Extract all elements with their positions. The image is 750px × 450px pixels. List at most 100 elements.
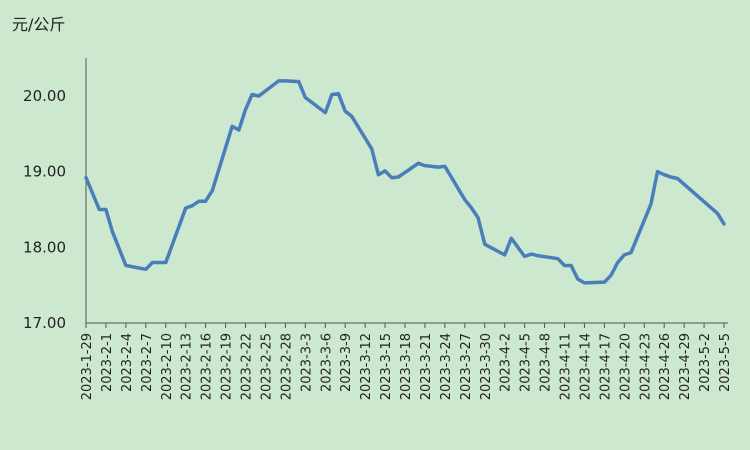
data-point <box>563 263 566 267</box>
data-point <box>330 92 334 96</box>
data-point <box>662 173 666 177</box>
x-tick-label: 2023-2-19 <box>220 333 235 400</box>
x-tick-label: 2023-4-2 <box>499 333 514 392</box>
data-point <box>303 96 307 100</box>
y-tick-label: 18.00 <box>23 238 66 256</box>
data-point <box>463 198 467 202</box>
data-point <box>164 260 168 264</box>
x-tick-label: 2023-3-18 <box>399 333 414 400</box>
data-point <box>469 206 473 210</box>
x-tick-label: 2023-2-4 <box>120 333 135 392</box>
data-point <box>503 253 507 257</box>
x-tick-label: 2023-2-16 <box>200 333 215 400</box>
x-tick-label: 2023-2-1 <box>100 333 115 392</box>
data-point <box>323 111 327 115</box>
data-point <box>675 176 679 180</box>
data-point <box>423 164 427 168</box>
data-point <box>283 79 287 83</box>
y-tick-label: 19.00 <box>23 163 66 181</box>
x-tick-label: 2023-3-9 <box>339 333 354 392</box>
x-tick-label: 2023-4-23 <box>638 333 653 400</box>
data-point <box>622 253 626 257</box>
x-tick-label: 2023-3-30 <box>479 333 494 400</box>
x-tick-label: 2023-2-25 <box>259 333 274 400</box>
data-point <box>383 169 387 173</box>
x-tick-label: 2023-4-8 <box>539 333 554 392</box>
data-point <box>669 175 673 179</box>
data-point <box>616 260 620 264</box>
x-tick-label: 2023-3-21 <box>419 333 434 400</box>
y-unit-label: 元/公斤 <box>12 15 65 34</box>
y-tick-label: 17.00 <box>23 314 66 332</box>
data-point <box>197 199 201 203</box>
data-points <box>84 79 726 285</box>
data-point <box>144 267 148 271</box>
x-tick-label: 2023-5-5 <box>718 333 733 392</box>
data-point <box>523 254 527 258</box>
data-point <box>237 128 241 132</box>
x-tick-label: 2023-4-26 <box>658 333 673 400</box>
data-point <box>210 189 214 193</box>
data-point <box>111 230 115 234</box>
x-tick-label: 2023-2-13 <box>180 333 195 400</box>
data-point <box>609 273 613 277</box>
x-tick-label: 2023-2-28 <box>279 333 294 400</box>
data-point <box>476 216 480 220</box>
data-point <box>204 199 208 203</box>
data-point <box>509 236 513 240</box>
data-point <box>157 260 161 264</box>
x-tick-label: 2023-4-11 <box>559 333 574 400</box>
data-point <box>529 252 533 256</box>
data-point <box>396 175 400 179</box>
data-point <box>656 170 660 174</box>
data-point <box>277 79 281 83</box>
data-point <box>184 206 188 210</box>
data-point <box>97 208 101 211</box>
x-tick-marks <box>85 323 725 328</box>
x-tick-label: 2023-2-7 <box>140 333 155 392</box>
data-point <box>416 161 420 165</box>
data-point <box>337 92 341 96</box>
data-point <box>443 164 447 168</box>
data-point <box>370 147 374 151</box>
data-point <box>297 80 301 84</box>
x-tick-label: 2023-2-22 <box>240 333 255 400</box>
x-tick-label: 2023-4-14 <box>578 333 593 400</box>
data-point <box>150 260 154 264</box>
x-tick-label: 2023-3-27 <box>459 333 474 400</box>
y-tick-labels: 17.00 18.00 19.00 20.00 <box>23 87 66 332</box>
x-tick-label: 2023-3-15 <box>379 333 394 400</box>
x-tick-label: 2023-3-3 <box>299 333 314 392</box>
data-point <box>556 257 560 261</box>
y-tick-label: 20.00 <box>23 87 66 105</box>
x-tick-label: 2023-5-2 <box>698 333 713 392</box>
series-line <box>84 79 726 285</box>
data-point <box>722 222 726 226</box>
data-point <box>569 263 573 267</box>
x-tick-label: 2023-3-12 <box>359 333 374 400</box>
data-point <box>582 281 586 285</box>
x-tick-label: 2023-1-29 <box>80 333 95 400</box>
x-tick-label: 2023-4-29 <box>678 333 693 400</box>
x-tick-label: 2023-4-5 <box>519 333 534 392</box>
data-point <box>576 277 580 281</box>
x-tick-label: 2023-4-20 <box>618 333 633 400</box>
data-point <box>629 251 633 255</box>
data-point <box>350 114 354 118</box>
x-tick-label: 2023-4-17 <box>598 333 613 400</box>
data-point <box>483 242 487 246</box>
data-point <box>390 176 394 180</box>
data-point <box>436 165 440 169</box>
data-point <box>536 254 540 258</box>
data-point <box>602 280 606 284</box>
data-point <box>257 94 261 98</box>
data-point <box>84 176 88 180</box>
x-tick-labels: 2023-1-29 2023-2-1 2023-2-4 2023-2-7 2023-2-… <box>80 333 733 400</box>
data-point <box>250 92 254 96</box>
data-point <box>649 202 653 206</box>
data-point <box>343 109 347 113</box>
x-tick-label: 2023-3-24 <box>439 333 454 400</box>
x-tick-label: 2023-3-6 <box>319 333 334 392</box>
data-point <box>376 173 380 177</box>
